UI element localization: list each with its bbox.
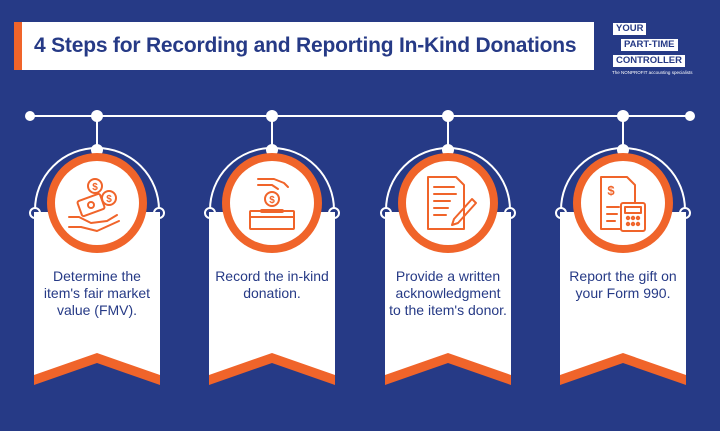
title-bar: 4 Steps for Recording and Reporting In-K… xyxy=(14,22,594,70)
logo-line-3: CONTROLLER xyxy=(612,54,686,68)
step-text-4: Report the gift on your Form 990. xyxy=(569,268,677,301)
donation-box-icon: $ xyxy=(249,178,295,230)
connector-dot-4 xyxy=(617,144,629,156)
logo-tagline: The NONPROFIT accounting specialists xyxy=(612,70,693,75)
title-accent xyxy=(14,22,22,70)
logo-line-1: YOUR xyxy=(612,22,648,36)
connector-dot-2 xyxy=(266,144,278,156)
svg-text:$: $ xyxy=(269,195,275,206)
step-card-3 xyxy=(380,110,516,385)
step-arc-2 xyxy=(209,147,335,211)
step-card-2 xyxy=(204,110,340,385)
logo-line-2: PART-TIME xyxy=(620,38,679,52)
icon-ring-inner-3 xyxy=(406,161,490,245)
svg-text:$: $ xyxy=(106,194,112,205)
svg-text:$: $ xyxy=(92,182,98,193)
step-text-1: Determine the item's fair market value (… xyxy=(43,268,151,318)
timeline-end-dot-right xyxy=(685,111,695,121)
step-arc-3 xyxy=(385,147,511,211)
page-title: 4 Steps for Recording and Reporting In-K… xyxy=(34,34,577,57)
step-text-2: Record the in-kind donation. xyxy=(215,268,329,301)
company-logo: YOUR PART-TIME CONTROLLER The NONPROFIT … xyxy=(612,22,708,80)
svg-text:$: $ xyxy=(607,183,615,198)
step-card-1 xyxy=(29,110,165,385)
step-card-body-2 xyxy=(209,212,335,375)
connector-dot-3 xyxy=(442,144,454,156)
form-calculator-icon: $ xyxy=(600,176,646,232)
step-card-4 xyxy=(555,110,691,385)
step-card-body-4 xyxy=(560,212,686,375)
step-arc-4 xyxy=(560,147,686,211)
icon-ring-inner-1 xyxy=(55,161,139,245)
step-text-3: Provide a written acknowledgment to the … xyxy=(389,268,507,318)
step-card-body-1 xyxy=(34,212,160,375)
timeline-end-dot-left xyxy=(25,111,35,121)
money-hand-icon: $ $ xyxy=(68,178,120,232)
step-card-body-3 xyxy=(385,212,511,375)
connector-dot-1 xyxy=(91,144,103,156)
document-pen-icon xyxy=(427,176,477,230)
step-arc-1 xyxy=(34,147,160,211)
